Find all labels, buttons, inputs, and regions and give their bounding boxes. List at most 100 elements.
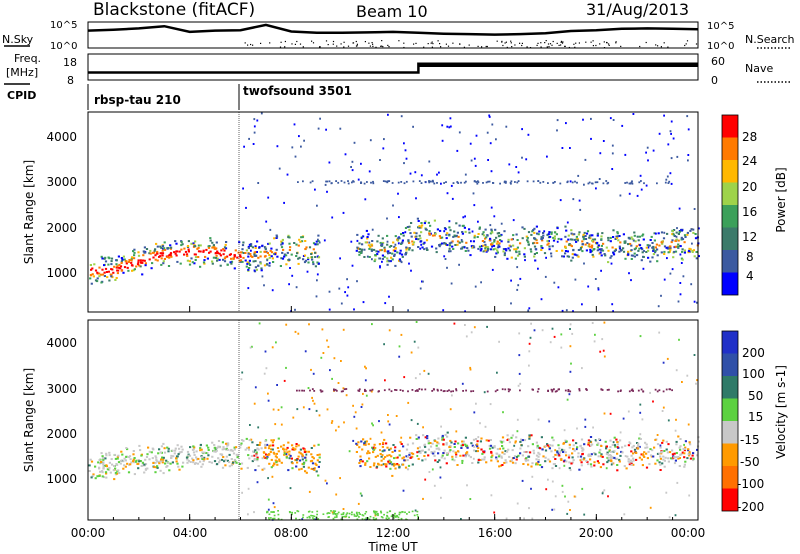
- power-point: [269, 249, 272, 252]
- velocity-point: [629, 459, 632, 462]
- velocity-point: [589, 458, 592, 461]
- velocity-point: [417, 516, 419, 518]
- power-point: [142, 250, 145, 253]
- power-point: [268, 264, 271, 267]
- velocity-point: [470, 331, 473, 334]
- power-point: [419, 287, 422, 290]
- velocity-point: [469, 366, 472, 369]
- velocity-point: [409, 436, 412, 439]
- velocity-point: [138, 460, 141, 463]
- power-point: [405, 252, 408, 254]
- power-point: [103, 275, 106, 277]
- nsearch-point: [547, 43, 550, 45]
- velocity-point: [117, 461, 121, 464]
- velocity-point: [537, 458, 540, 461]
- power-point: [110, 268, 113, 271]
- power-point: [265, 220, 268, 223]
- velocity-point: [521, 479, 524, 482]
- velocity-point: [369, 466, 372, 468]
- power-point: [612, 251, 615, 254]
- velocity-point: [399, 511, 402, 514]
- velocity-point: [363, 443, 366, 446]
- velocity-point: [332, 513, 335, 515]
- power-point: [668, 245, 671, 248]
- power-point: [637, 249, 640, 252]
- power-point: [674, 239, 677, 242]
- power-point: [469, 142, 472, 145]
- power-point: [460, 247, 464, 250]
- velocity-point: [167, 447, 170, 450]
- power-point: [169, 244, 172, 247]
- velocity-point: [424, 445, 427, 448]
- velocity-point: [557, 452, 560, 455]
- velocity-point: [627, 410, 630, 413]
- power-point: [630, 279, 632, 282]
- power-point: [211, 241, 214, 244]
- velocity-point: [174, 449, 177, 452]
- velocity-point: [658, 452, 661, 455]
- power-point: [521, 226, 524, 229]
- power-point: [691, 251, 694, 253]
- power-point: [418, 180, 421, 182]
- velocity-point: [282, 448, 286, 451]
- power-point: [363, 256, 366, 258]
- velocity-point: [394, 467, 397, 470]
- power-point: [199, 244, 202, 247]
- velocity-point: [157, 460, 160, 463]
- velocity-point: [372, 424, 374, 427]
- power-point: [498, 245, 501, 248]
- power-point: [548, 245, 551, 248]
- power-point: [471, 230, 474, 233]
- velocity-point: [427, 442, 430, 445]
- velocity-point: [390, 455, 393, 458]
- power-point: [366, 236, 369, 238]
- power-point: [507, 247, 510, 250]
- velocity-point: [310, 467, 313, 470]
- power-point: [637, 239, 640, 242]
- velocity-point: [519, 382, 522, 385]
- power-point: [219, 264, 222, 267]
- power-point: [656, 260, 659, 263]
- velocity-point: [219, 453, 222, 456]
- velocity-point: [200, 465, 203, 468]
- power-point: [548, 231, 551, 234]
- velocity-point: [378, 390, 380, 392]
- velocity-point: [499, 447, 501, 450]
- velocity-point: [388, 329, 391, 332]
- velocity-point: [416, 514, 419, 516]
- power-point: [448, 242, 451, 245]
- velocity-point: [398, 466, 401, 469]
- nsearch-point: [562, 41, 564, 43]
- power-point: [288, 283, 290, 286]
- nsearch-point: [415, 42, 417, 44]
- velocity-point: [242, 439, 245, 442]
- velocity-point: [297, 510, 300, 513]
- velocity-point: [228, 465, 231, 468]
- velocity-point: [248, 439, 251, 442]
- velocity-point: [94, 477, 97, 480]
- power-point: [532, 180, 535, 183]
- power-point: [261, 244, 264, 247]
- power-point: [202, 249, 205, 252]
- power-point: [340, 302, 343, 305]
- velocity-point: [162, 442, 165, 445]
- velocity-point: [313, 444, 316, 447]
- power-point: [377, 234, 380, 237]
- power-point: [482, 182, 484, 184]
- velocity-point: [388, 517, 390, 520]
- velocity-point: [443, 449, 446, 452]
- velocity-point: [465, 335, 468, 338]
- velocity-point: [640, 458, 643, 461]
- velocity-point: [311, 462, 315, 465]
- power-point: [607, 236, 610, 239]
- velocity-point: [393, 457, 396, 460]
- velocity-point: [361, 403, 364, 406]
- power-point: [285, 254, 288, 257]
- power-point: [489, 142, 492, 145]
- nsearch-point: [477, 45, 479, 47]
- velocity-point: [387, 420, 390, 423]
- power-point: [169, 247, 172, 250]
- power-point: [649, 239, 652, 241]
- power-point: [646, 244, 649, 247]
- power-point: [553, 281, 556, 284]
